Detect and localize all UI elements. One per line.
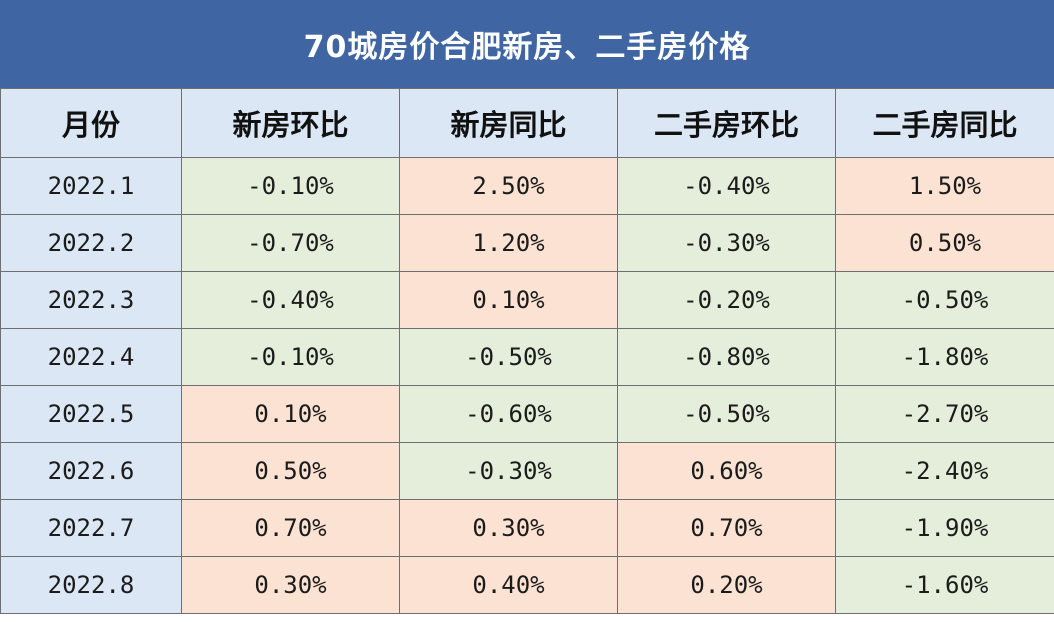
value-cell-new-yoy: -0.60% xyxy=(399,385,618,443)
month-cell: 2022.7 xyxy=(0,499,182,557)
value-cell-new-mom: -0.10% xyxy=(181,328,400,386)
value-cell-second-hand-mom: -0.40% xyxy=(617,157,836,215)
value-cell-second-hand-yoy: -1.60% xyxy=(835,556,1054,614)
value-cell-second-hand-mom: -0.30% xyxy=(617,214,836,272)
header-row: 月份 新房环比 新房同比 二手房环比 二手房同比 xyxy=(0,88,1054,158)
table-row: 2022.7 0.70% 0.30% 0.70% -1.90% xyxy=(0,499,1054,557)
value-cell-second-hand-mom: 0.20% xyxy=(617,556,836,614)
value-cell-new-mom: 0.70% xyxy=(181,499,400,557)
value-cell-second-hand-yoy: -1.80% xyxy=(835,328,1054,386)
price-table: 月份 新房环比 新房同比 二手房环比 二手房同比 2022.1 -0.10% 2.5… xyxy=(0,88,1054,614)
value-cell-new-mom: 0.30% xyxy=(181,556,400,614)
value-cell-new-mom: 0.10% xyxy=(181,385,400,443)
table-row: 2022.1 -0.10% 2.50% -0.40% 1.50% xyxy=(0,157,1054,215)
value-cell-new-yoy: 0.30% xyxy=(399,499,618,557)
table-row: 2022.4 -0.10% -0.50% -0.80% -1.80% xyxy=(0,328,1054,386)
column-header-second-hand-mom: 二手房环比 xyxy=(617,88,836,158)
value-cell-second-hand-yoy: -2.40% xyxy=(835,442,1054,500)
value-cell-second-hand-mom: -0.80% xyxy=(617,328,836,386)
value-cell-new-mom: -0.40% xyxy=(181,271,400,329)
value-cell-new-mom: 0.50% xyxy=(181,442,400,500)
value-cell-second-hand-yoy: -1.90% xyxy=(835,499,1054,557)
month-cell: 2022.8 xyxy=(0,556,182,614)
column-header-second-hand-yoy: 二手房同比 xyxy=(835,88,1054,158)
value-cell-second-hand-mom: 0.70% xyxy=(617,499,836,557)
value-cell-new-yoy: 0.40% xyxy=(399,556,618,614)
value-cell-new-yoy: -0.30% xyxy=(399,442,618,500)
value-cell-second-hand-mom: 0.60% xyxy=(617,442,836,500)
table-row: 2022.8 0.30% 0.40% 0.20% -1.60% xyxy=(0,556,1054,614)
value-cell-second-hand-mom: -0.50% xyxy=(617,385,836,443)
value-cell-second-hand-yoy: -0.50% xyxy=(835,271,1054,329)
value-cell-new-yoy: -0.50% xyxy=(399,328,618,386)
value-cell-new-mom: -0.10% xyxy=(181,157,400,215)
month-cell: 2022.5 xyxy=(0,385,182,443)
value-cell-second-hand-yoy: 0.50% xyxy=(835,214,1054,272)
month-cell: 2022.4 xyxy=(0,328,182,386)
month-cell: 2022.3 xyxy=(0,271,182,329)
column-header-month: 月份 xyxy=(0,88,182,158)
value-cell-second-hand-mom: -0.20% xyxy=(617,271,836,329)
month-cell: 2022.6 xyxy=(0,442,182,500)
value-cell-new-yoy: 2.50% xyxy=(399,157,618,215)
value-cell-new-yoy: 1.20% xyxy=(399,214,618,272)
value-cell-second-hand-yoy: -2.70% xyxy=(835,385,1054,443)
table-body: 2022.1 -0.10% 2.50% -0.40% 1.50% 2022.2 -0.70%… xyxy=(0,157,1054,614)
table-row: 2022.2 -0.70% 1.20% -0.30% 0.50% xyxy=(0,214,1054,272)
column-header-new-mom: 新房环比 xyxy=(181,88,400,158)
value-cell-second-hand-yoy: 1.50% xyxy=(835,157,1054,215)
table-row: 2022.6 0.50% -0.30% 0.60% -2.40% xyxy=(0,442,1054,500)
table-row: 2022.5 0.10% -0.60% -0.50% -2.70% xyxy=(0,385,1054,443)
value-cell-new-mom: -0.70% xyxy=(181,214,400,272)
value-cell-new-yoy: 0.10% xyxy=(399,271,618,329)
month-cell: 2022.1 xyxy=(0,157,182,215)
month-cell: 2022.2 xyxy=(0,214,182,272)
table-title: 70城房价合肥新房、二手房价格 xyxy=(0,0,1054,88)
column-header-new-yoy: 新房同比 xyxy=(399,88,618,158)
table-row: 2022.3 -0.40% 0.10% -0.20% -0.50% xyxy=(0,271,1054,329)
